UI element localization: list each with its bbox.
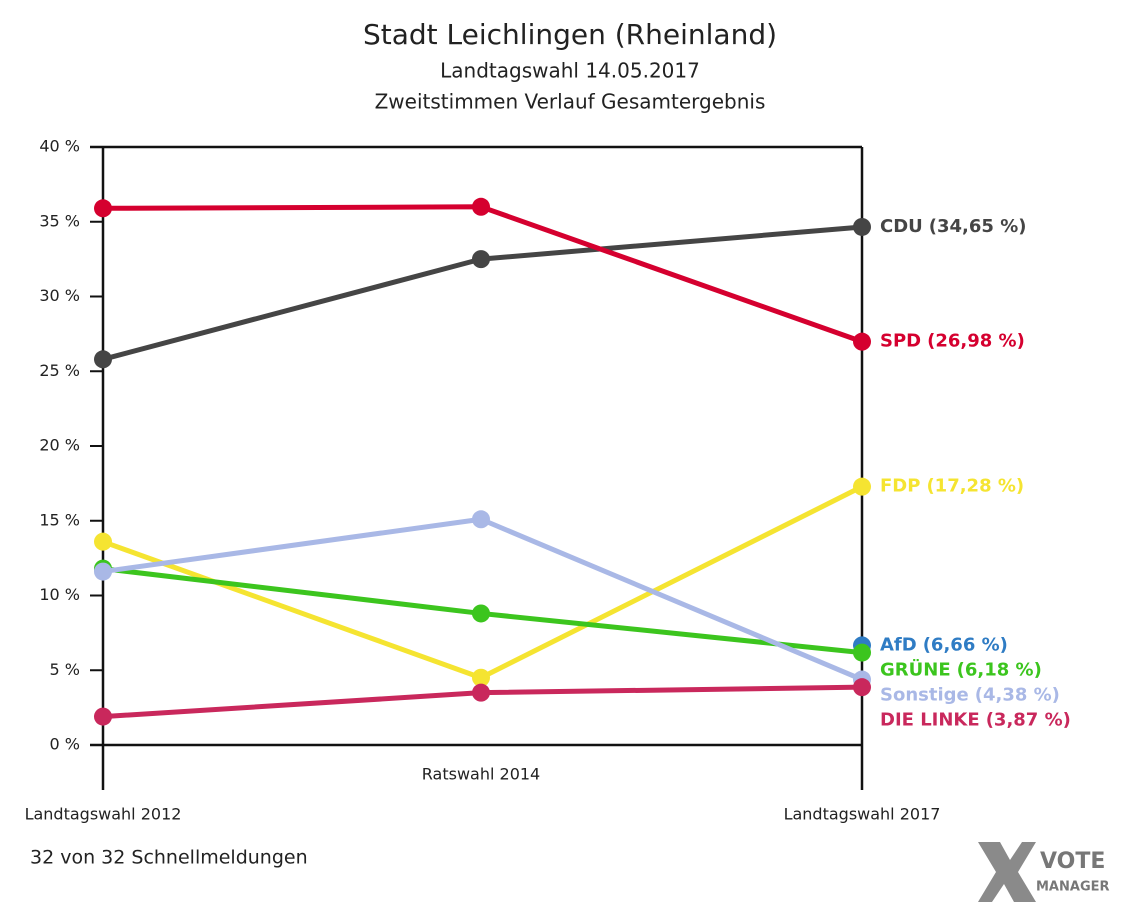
y-tick-label: 25 % xyxy=(39,361,80,380)
series-name: GRÜNE xyxy=(880,658,951,680)
data-point xyxy=(472,683,490,702)
series-name: DIE LINKE xyxy=(880,709,980,730)
end-label: CDU (34,65 %) xyxy=(880,216,1026,237)
note: 32 von 32 Schnellmeldungen xyxy=(30,847,308,869)
data-point xyxy=(94,562,112,581)
end-label: FDP (17,28 %) xyxy=(880,476,1024,497)
series-line xyxy=(102,224,863,362)
value-label: (6,66 %) xyxy=(923,634,1008,655)
logo-text: MANAGER xyxy=(1036,880,1110,895)
x-tick-label: Landtagswahl 2017 xyxy=(784,805,941,824)
end-label: SPD (26,98 %) xyxy=(880,331,1025,352)
value-label: (4,38 %) xyxy=(975,684,1060,705)
data-point xyxy=(472,510,490,529)
chart-subtitle: Zweitstimmen Verlauf Gesamtergebnis xyxy=(375,90,766,114)
value-label: (3,87 %) xyxy=(986,709,1071,730)
series-name: FDP xyxy=(880,476,920,497)
value-label: (6,18 %) xyxy=(957,659,1042,680)
logo-icon xyxy=(978,842,1036,902)
end-label: AfD (6,66 %) xyxy=(880,634,1008,655)
end-label: GRÜNE (6,18 %) xyxy=(880,658,1042,680)
value-label: (34,65 %) xyxy=(929,216,1027,237)
y-tick-label: 35 % xyxy=(39,211,80,230)
series-name: SPD xyxy=(880,331,921,352)
y-tick-label: 30 % xyxy=(39,286,80,305)
logo-text: VOTE xyxy=(1040,849,1105,874)
series-name: Sonstige xyxy=(880,684,969,705)
data-point xyxy=(472,668,490,687)
value-label: (17,28 %) xyxy=(926,476,1024,497)
y-tick-label: 15 % xyxy=(39,510,80,529)
chart-title: Stadt Leichlingen (Rheinland) xyxy=(363,18,777,51)
data-point xyxy=(94,350,112,369)
logo: VOTE MANAGER xyxy=(978,842,1110,902)
x-tick-label: Ratswahl 2014 xyxy=(422,765,540,784)
data-point xyxy=(472,250,490,269)
data-point xyxy=(853,217,871,236)
data-point xyxy=(853,678,871,697)
data-point xyxy=(853,643,871,662)
data-point xyxy=(94,199,112,218)
data-point xyxy=(853,477,871,496)
y-tick-label: 40 % xyxy=(39,137,80,156)
y-tick-label: 5 % xyxy=(50,660,80,679)
data-point xyxy=(94,532,112,551)
value-label: (26,98 %) xyxy=(927,331,1025,352)
chart-subtitle: Landtagswahl 14.05.2017 xyxy=(440,59,700,83)
series-name: AfD xyxy=(880,634,917,655)
series-name: CDU xyxy=(880,216,923,237)
y-tick-label: 10 % xyxy=(39,585,80,604)
end-label: DIE LINKE (3,87 %) xyxy=(880,709,1071,730)
data-point xyxy=(94,707,112,726)
end-label: Sonstige (4,38 %) xyxy=(880,684,1060,705)
x-tick-label: Landtagswahl 2012 xyxy=(25,805,182,824)
series-line xyxy=(102,204,863,345)
data-point xyxy=(472,197,490,216)
y-tick-label: 0 % xyxy=(50,735,80,754)
data-point xyxy=(853,332,871,351)
data-point xyxy=(472,604,490,623)
y-tick-label: 20 % xyxy=(39,436,80,455)
